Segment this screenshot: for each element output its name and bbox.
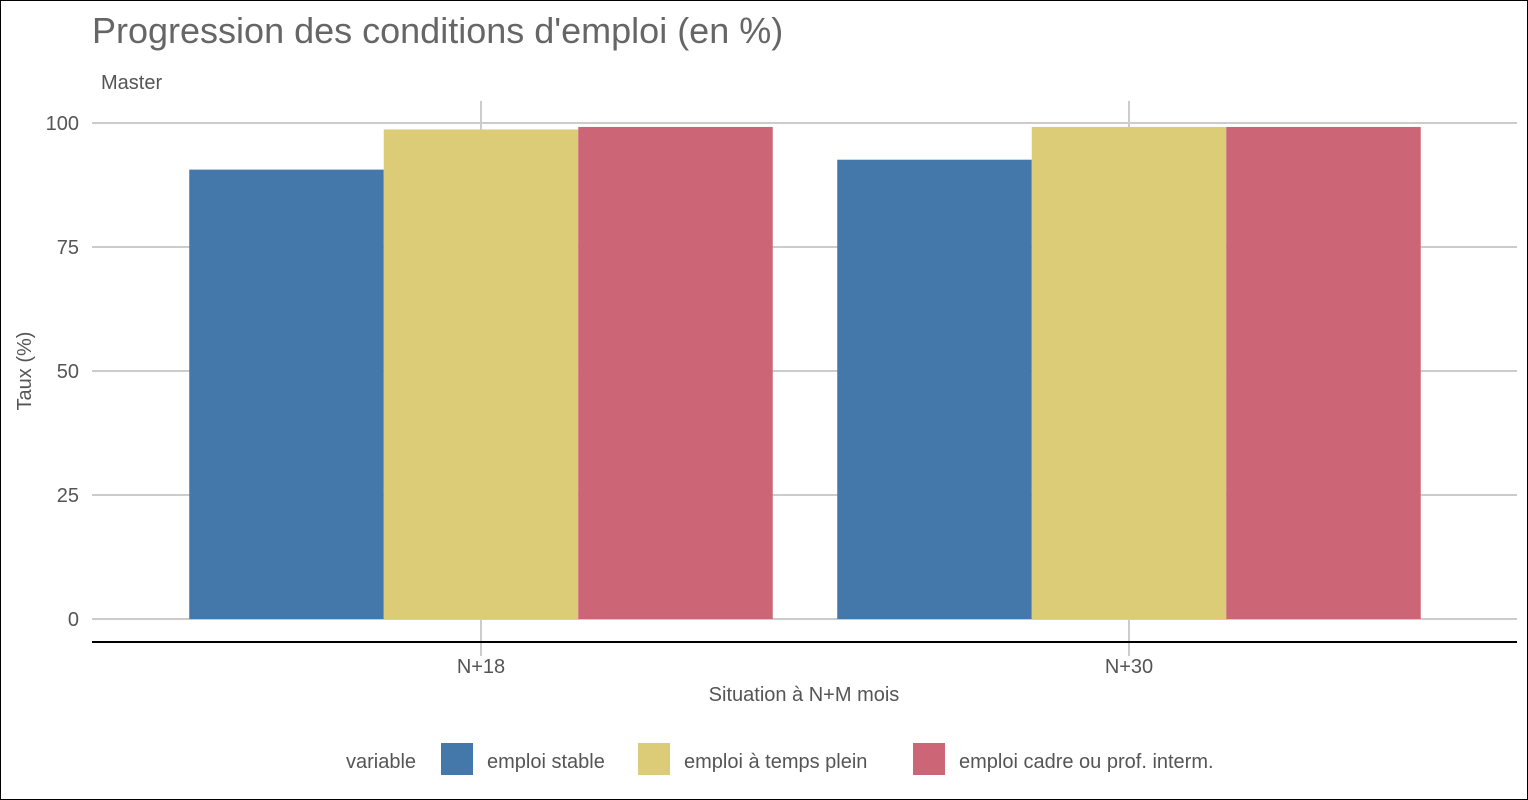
legend-label: emploi stable (487, 751, 605, 773)
y-tick-label: 75 (57, 237, 79, 259)
bar-n30-series-3 (1226, 126, 1421, 619)
bar-n18-series-3 (578, 126, 773, 619)
bar-n18-series-2 (383, 129, 579, 619)
x-tick-label: N+18 (457, 656, 505, 678)
bar-n30-series-2 (1031, 126, 1227, 619)
x-tick-label: N+30 (1105, 656, 1153, 678)
chart-subtitle: Master (101, 72, 162, 94)
y-tick-labels: 0 25 50 75 100 (46, 113, 79, 631)
y-tick-label: 25 (57, 485, 79, 507)
legend-swatch (913, 743, 945, 775)
legend-label: emploi à temps plein (684, 751, 867, 773)
y-tick-label: 50 (57, 361, 79, 383)
y-axis-title: Taux (%) (14, 332, 36, 411)
legend-swatch (638, 743, 670, 775)
legend-swatch (441, 743, 473, 775)
legend-label: emploi cadre ou prof. interm. (959, 751, 1214, 773)
legend-title: variable (346, 751, 416, 773)
chart-title: Progression des conditions d'emploi (en … (92, 10, 783, 51)
legend: variable emploi stable emploi à temps ple… (346, 743, 1214, 775)
x-axis-title: Situation à N+M mois (709, 684, 900, 706)
y-tick-label: 0 (68, 609, 79, 631)
bar-n30-series-1 (837, 159, 1032, 620)
bars (189, 126, 1421, 620)
y-tick-label: 100 (46, 113, 79, 135)
x-tick-labels: N+18 N+30 (457, 656, 1153, 678)
bar-n18-series-1 (189, 169, 384, 619)
